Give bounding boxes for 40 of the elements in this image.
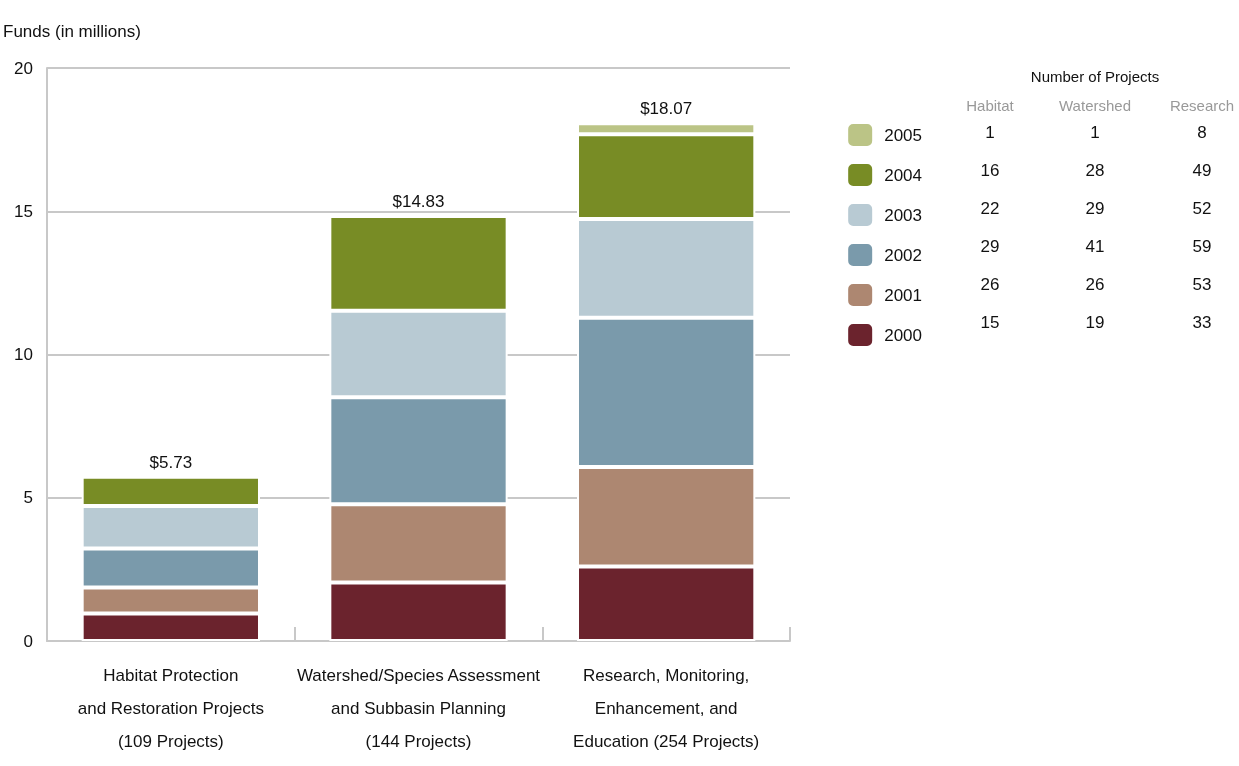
x-tick-label: Research, Monitoring, Enhancement, and Education (254 Projects)	[573, 666, 760, 751]
total-label: $14.83	[392, 192, 445, 212]
text: 22	[980, 198, 1000, 218]
text: 49	[1192, 160, 1212, 180]
text: 29	[1085, 198, 1105, 218]
text: 15	[980, 312, 1000, 332]
y-tick-label: 10	[14, 345, 33, 364]
text: 19	[1085, 312, 1105, 332]
text: 1	[1090, 122, 1100, 142]
text: 1	[985, 122, 995, 142]
y-axis-title: Funds (in millions)	[3, 22, 141, 41]
legend-label: 2004	[884, 165, 923, 185]
text: 8	[1197, 122, 1207, 142]
total-label: $5.73	[149, 452, 193, 472]
y-tick-label: 20	[14, 58, 33, 78]
y-tick-label: 0	[23, 631, 33, 651]
text: 41	[1085, 236, 1105, 256]
x-tick-label: Watershed/Species Assessment and Subbasin Planning (144 Projects)	[296, 666, 541, 751]
text: Habitat	[966, 96, 1015, 114]
text: 28	[1085, 160, 1105, 180]
text: 16	[980, 160, 1000, 180]
text: Watershed	[1059, 96, 1131, 114]
y-tick-label: 15	[14, 201, 33, 221]
legend-label: 2002	[884, 245, 923, 265]
text: Research	[1169, 96, 1235, 114]
text: 52	[1192, 198, 1212, 218]
text: 53	[1192, 274, 1212, 294]
text: 29	[980, 236, 1000, 256]
total-label: $18.07	[640, 99, 693, 119]
y-tick-label: 5	[23, 488, 33, 508]
legend-label: 2005	[884, 125, 923, 145]
legend-label: 2003	[884, 205, 923, 225]
text: 33	[1192, 312, 1212, 332]
legend-label: 2000	[884, 325, 923, 345]
text: 59	[1192, 236, 1212, 256]
text: 26	[1085, 274, 1105, 294]
text: 26	[980, 274, 1000, 294]
x-tick-label: Habitat Protection and Restoration Projects (109 Projects)	[77, 666, 264, 751]
text: Number of Projects	[1030, 67, 1160, 85]
legend-label: 2001	[884, 285, 923, 305]
